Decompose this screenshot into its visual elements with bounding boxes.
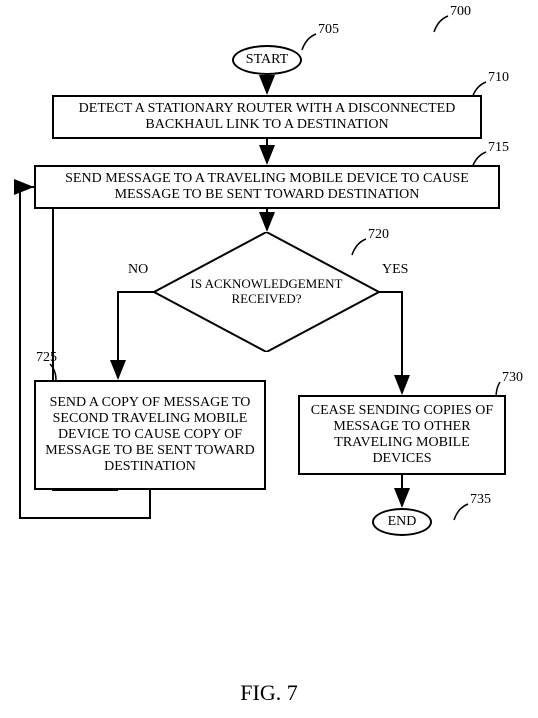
ref-705: 705 [318,22,339,38]
detect-node: DETECT A STATIONARY ROUTER WITH A DISCON… [52,95,482,139]
cease-label: CEASE SENDING COPIES OF MESSAGE TO OTHER… [306,403,498,467]
ack-label: IS ACKNOWLEDGEMENT RECEIVED? [154,277,379,307]
end-label: END [388,514,417,530]
send-node: SEND MESSAGE TO A TRAVELING MOBILE DEVIC… [34,165,500,209]
send-label: SEND MESSAGE TO A TRAVELING MOBILE DEVIC… [42,171,492,203]
edge-label-no: NO [128,262,148,278]
ack-node: IS ACKNOWLEDGEMENT RECEIVED? [154,232,379,352]
ref-730: 730 [502,370,523,386]
ref-725: 725 [36,350,57,366]
ref-700: 700 [450,4,471,20]
detect-label: DETECT A STATIONARY ROUTER WITH A DISCON… [60,101,474,133]
ref-715: 715 [488,140,509,156]
end-node: END [372,508,432,536]
flowchart-container: 700 705 710 715 720 725 730 735 START DE… [0,0,538,718]
copy-node: SEND A COPY OF MESSAGE TO SECOND TRAVELI… [34,380,266,490]
cease-node: CEASE SENDING COPIES OF MESSAGE TO OTHER… [298,395,506,475]
ref-735: 735 [470,492,491,508]
ref-710: 710 [488,70,509,86]
edge-label-yes: YES [382,262,408,278]
copy-label: SEND A COPY OF MESSAGE TO SECOND TRAVELI… [42,395,258,475]
start-label: START [246,52,288,68]
figure-caption: FIG. 7 [0,680,538,706]
start-node: START [232,45,302,75]
